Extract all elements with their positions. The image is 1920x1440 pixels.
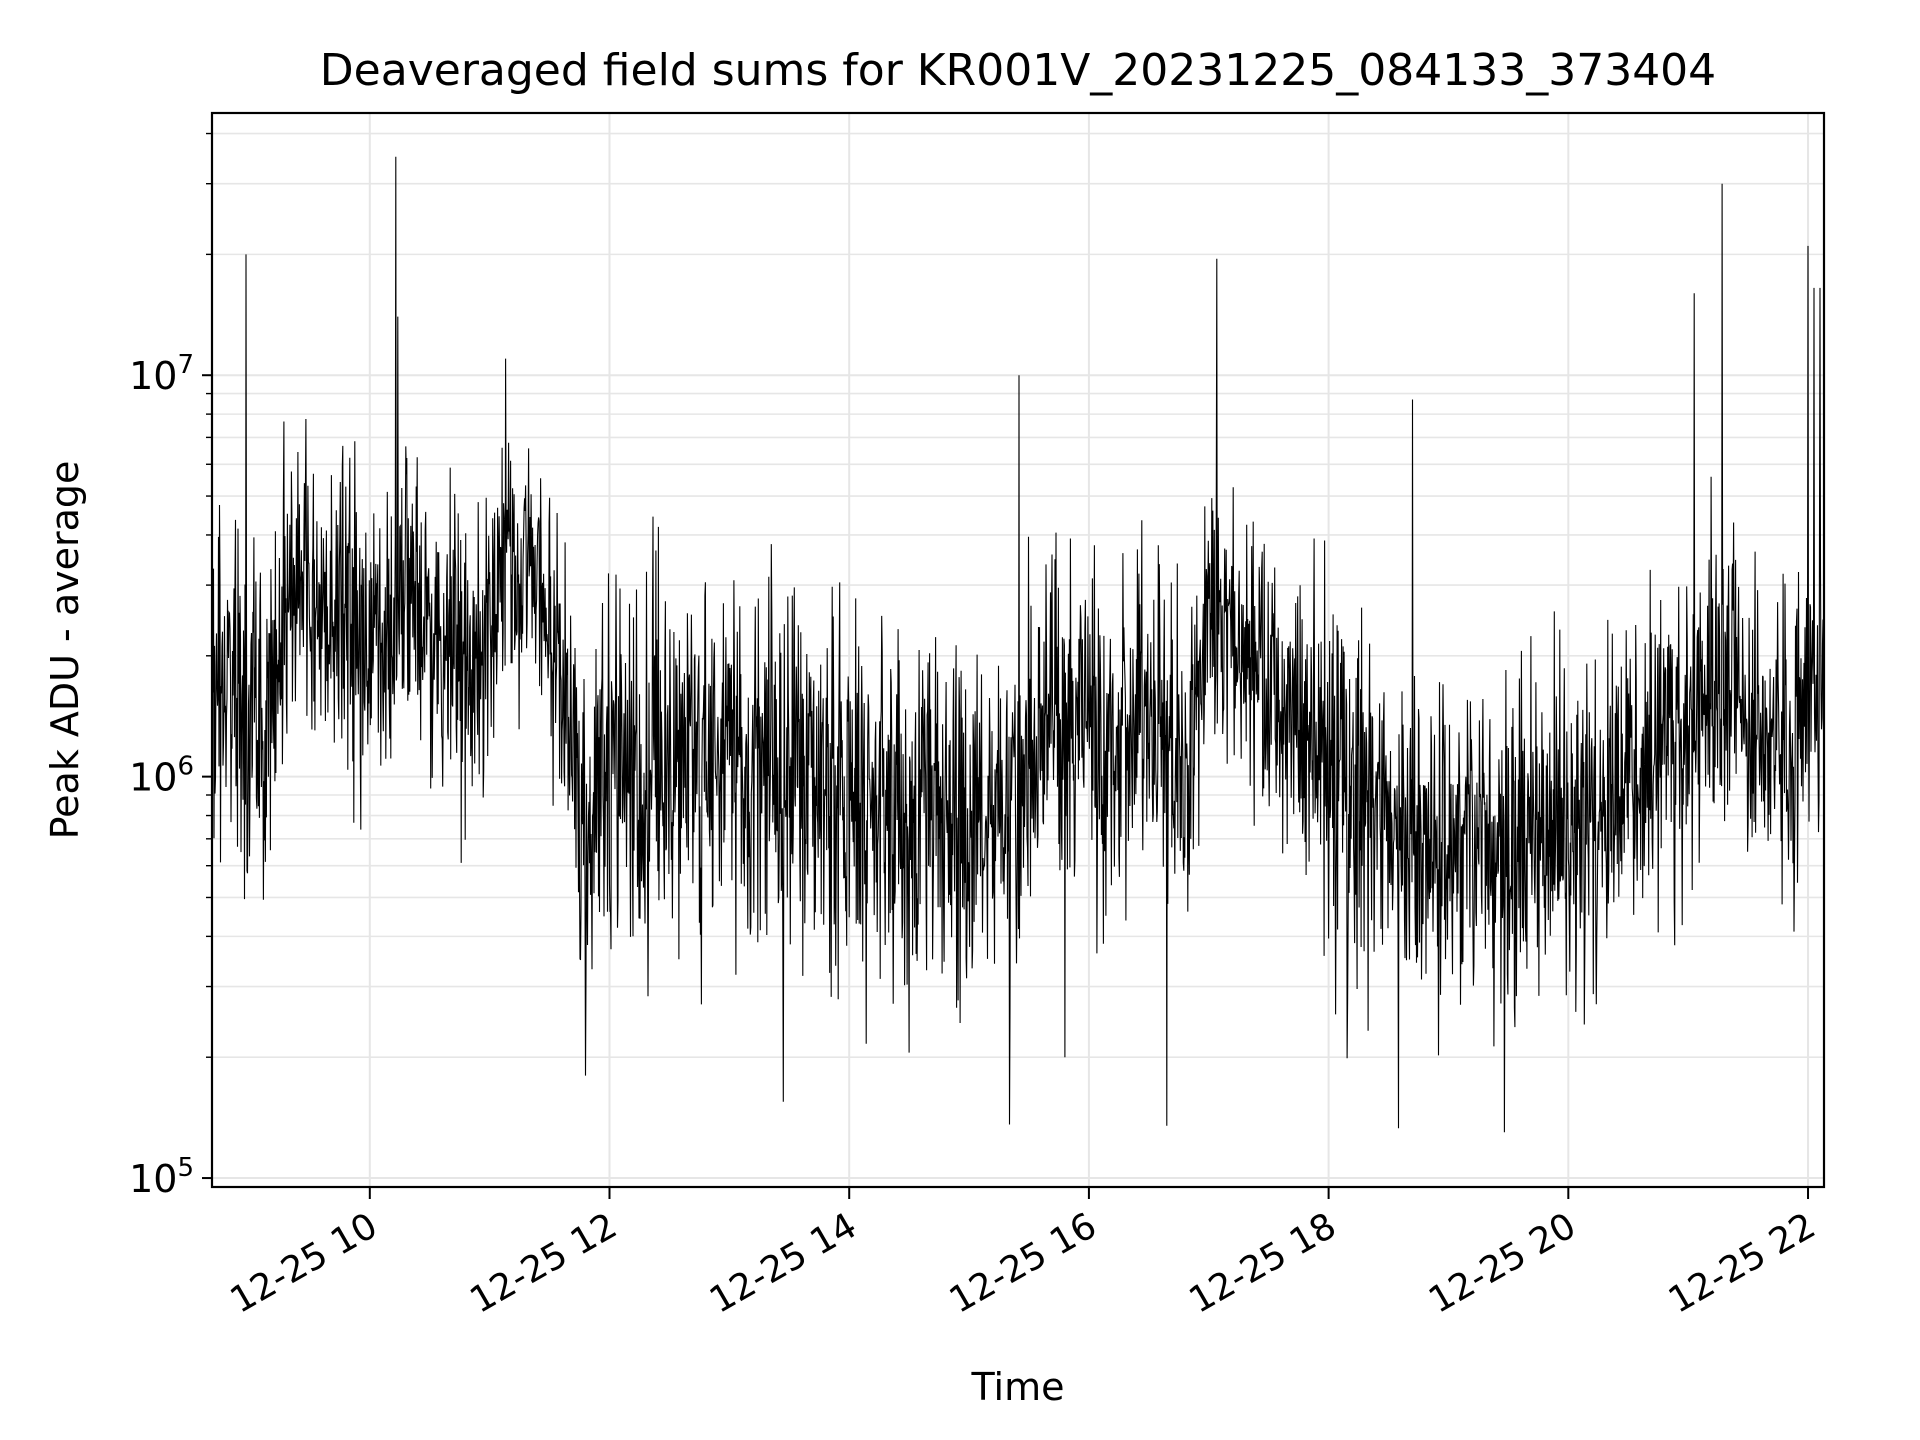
y-axis-label: Peak ADU - average — [43, 461, 87, 840]
x-axis-label: Time — [971, 1365, 1065, 1409]
y-tick-label: 106 — [129, 752, 194, 800]
y-tick-label: 105 — [129, 1153, 194, 1201]
chart-title: Deaveraged field sums for KR001V_2023122… — [320, 45, 1716, 96]
series-line — [212, 156, 1825, 1133]
series-line-path — [212, 156, 1825, 1133]
y-axis: 105 106 107 — [129, 132, 212, 1201]
y-tick-label: 107 — [129, 350, 194, 398]
axes-frame — [210, 111, 1826, 1189]
